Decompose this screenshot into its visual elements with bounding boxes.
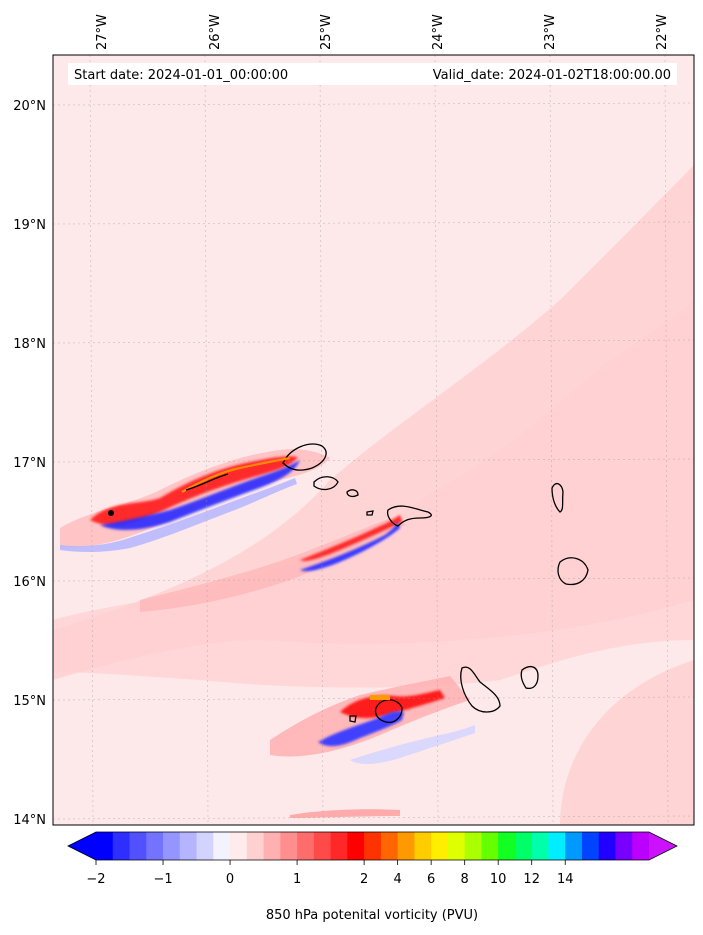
colorbar-cell <box>565 832 583 860</box>
colorbar-cell <box>447 832 466 860</box>
colorbar-label: 850 hPa potenital vorticity (PVU) <box>266 908 478 923</box>
island-brava <box>349 715 357 723</box>
colorbar-cell <box>581 832 600 860</box>
colorbar-under-arrow <box>68 832 96 860</box>
island-sao-vicente <box>313 476 339 491</box>
colorbar-cell <box>414 832 432 860</box>
colorbar-cell <box>146 832 164 860</box>
pv-south-ribbon-blue <box>318 711 404 747</box>
colorbar-cell <box>263 832 281 860</box>
colorbar-cell <box>280 832 298 860</box>
colorbar-tick-label: 1 <box>293 872 301 887</box>
map-frame <box>52 54 695 826</box>
colorbar-tick-label: 10 <box>490 872 507 887</box>
info-box <box>68 63 677 85</box>
colorbar-cell <box>112 832 131 860</box>
colorbar-tick-label: −1 <box>153 872 172 887</box>
island-santiago <box>460 666 501 713</box>
lat-label-18n: 18°N <box>13 337 46 352</box>
colorbar-cell <box>531 832 549 860</box>
island-sal <box>551 483 564 513</box>
colorbar-cell <box>364 832 382 860</box>
pv-field <box>53 165 694 825</box>
colorbar-tick-label: 14 <box>557 872 574 887</box>
colorbar-cell <box>313 832 332 860</box>
pv-middle-ribbon-halo <box>140 515 405 612</box>
island-maio <box>520 665 539 690</box>
colorbar-tick-label: 6 <box>427 872 435 887</box>
colorbar-cell <box>514 832 533 860</box>
lat-labels: 20°N 19°N 18°N 17°N 16°N 15°N 14°N <box>13 99 46 828</box>
colorbar-cell <box>615 832 633 860</box>
colorbar-cells <box>96 832 650 860</box>
colorbar-tick-label: 0 <box>226 872 234 887</box>
pv-north-ribbon-dark <box>185 473 229 491</box>
pv-north-max-marker <box>108 510 114 516</box>
pv-middle-ribbon-red <box>300 515 402 561</box>
colorbar-cell <box>297 832 315 860</box>
colorbar-cell <box>548 832 566 860</box>
map-panel: Start date: 2024-01-01_00:00:00 Valid_da… <box>52 54 695 826</box>
start-date-label: Start date: 2024-01-01_00:00:00 <box>74 68 288 83</box>
pv-south-orange-patch <box>370 695 390 700</box>
colorbar-tick-label: 12 <box>523 872 540 887</box>
colorbar-cell <box>481 832 499 860</box>
colorbar-cell <box>196 832 214 860</box>
colorbar-cell <box>632 832 650 860</box>
colorbar-cell <box>431 832 449 860</box>
colorbar-tick-label: 4 <box>393 872 401 887</box>
lon-label-26w: 26°W <box>208 14 223 50</box>
colorbar-cell <box>179 832 198 860</box>
pv-broad-band <box>53 165 694 825</box>
lon-label-23w: 23°W <box>543 14 558 50</box>
island-santa-luzia <box>346 489 359 498</box>
island-sao-nicolau <box>386 505 432 527</box>
lon-label-25w: 25°W <box>319 14 334 50</box>
colorbar-cell <box>498 832 516 860</box>
valid-date-label: Valid_date: 2024-01-02T18:00:00.00 <box>433 68 671 83</box>
colorbar-cell <box>96 832 114 860</box>
lat-label-15n: 15°N <box>13 694 46 709</box>
lat-label-17n: 17°N <box>13 456 46 471</box>
lat-label-20n: 20°N <box>13 99 46 114</box>
colorbar-tick-label: 8 <box>461 872 469 887</box>
lon-labels: 27°W 26°W 25°W 24°W 23°W 22°W <box>95 14 670 50</box>
colorbar-cell <box>230 832 248 860</box>
colorbar: −2 −1 0 1 2 4 6 8 10 12 14 850 hPa potenital vorti… <box>67 831 678 923</box>
colorbar-tick-label: −2 <box>86 872 105 887</box>
lat-label-19n: 19°N <box>13 218 46 233</box>
pv-north-ribbon-red <box>90 456 298 526</box>
lat-label-16n: 16°N <box>13 575 46 590</box>
lon-label-24w: 24°W <box>431 14 446 50</box>
pv-south-thin-streak <box>290 809 400 818</box>
colorbar-cell <box>464 832 482 860</box>
colorbar-cell <box>397 832 415 860</box>
island-boa-vista <box>557 557 589 586</box>
lon-label-22w: 22°W <box>655 14 670 50</box>
gridlines <box>52 54 695 826</box>
colorbar-cell <box>380 832 399 860</box>
colorbar-cell <box>163 832 181 860</box>
colorbar-cell <box>330 832 348 860</box>
colorbar-over-arrow <box>649 832 677 860</box>
island-small-1 <box>366 510 374 516</box>
colorbar-cell <box>246 832 265 860</box>
colorbar-cell <box>129 832 147 860</box>
pv-south-pale-blue <box>350 725 475 765</box>
colorbar-ticks: −2 −1 0 1 2 4 6 8 10 12 14 <box>86 860 573 887</box>
colorbar-cell <box>213 832 231 860</box>
island-santo-antao <box>282 443 327 471</box>
colorbar-cell <box>598 832 616 860</box>
colorbar-cell <box>347 832 365 860</box>
pv-north-ribbon-blue <box>100 460 300 530</box>
colorbar-tick-label: 2 <box>360 872 368 887</box>
lat-label-14n: 14°N <box>13 813 46 828</box>
lon-label-27w: 27°W <box>95 14 110 50</box>
pv-south-ribbon-red <box>340 690 445 719</box>
pv-north-ribbon-orange <box>181 456 291 493</box>
